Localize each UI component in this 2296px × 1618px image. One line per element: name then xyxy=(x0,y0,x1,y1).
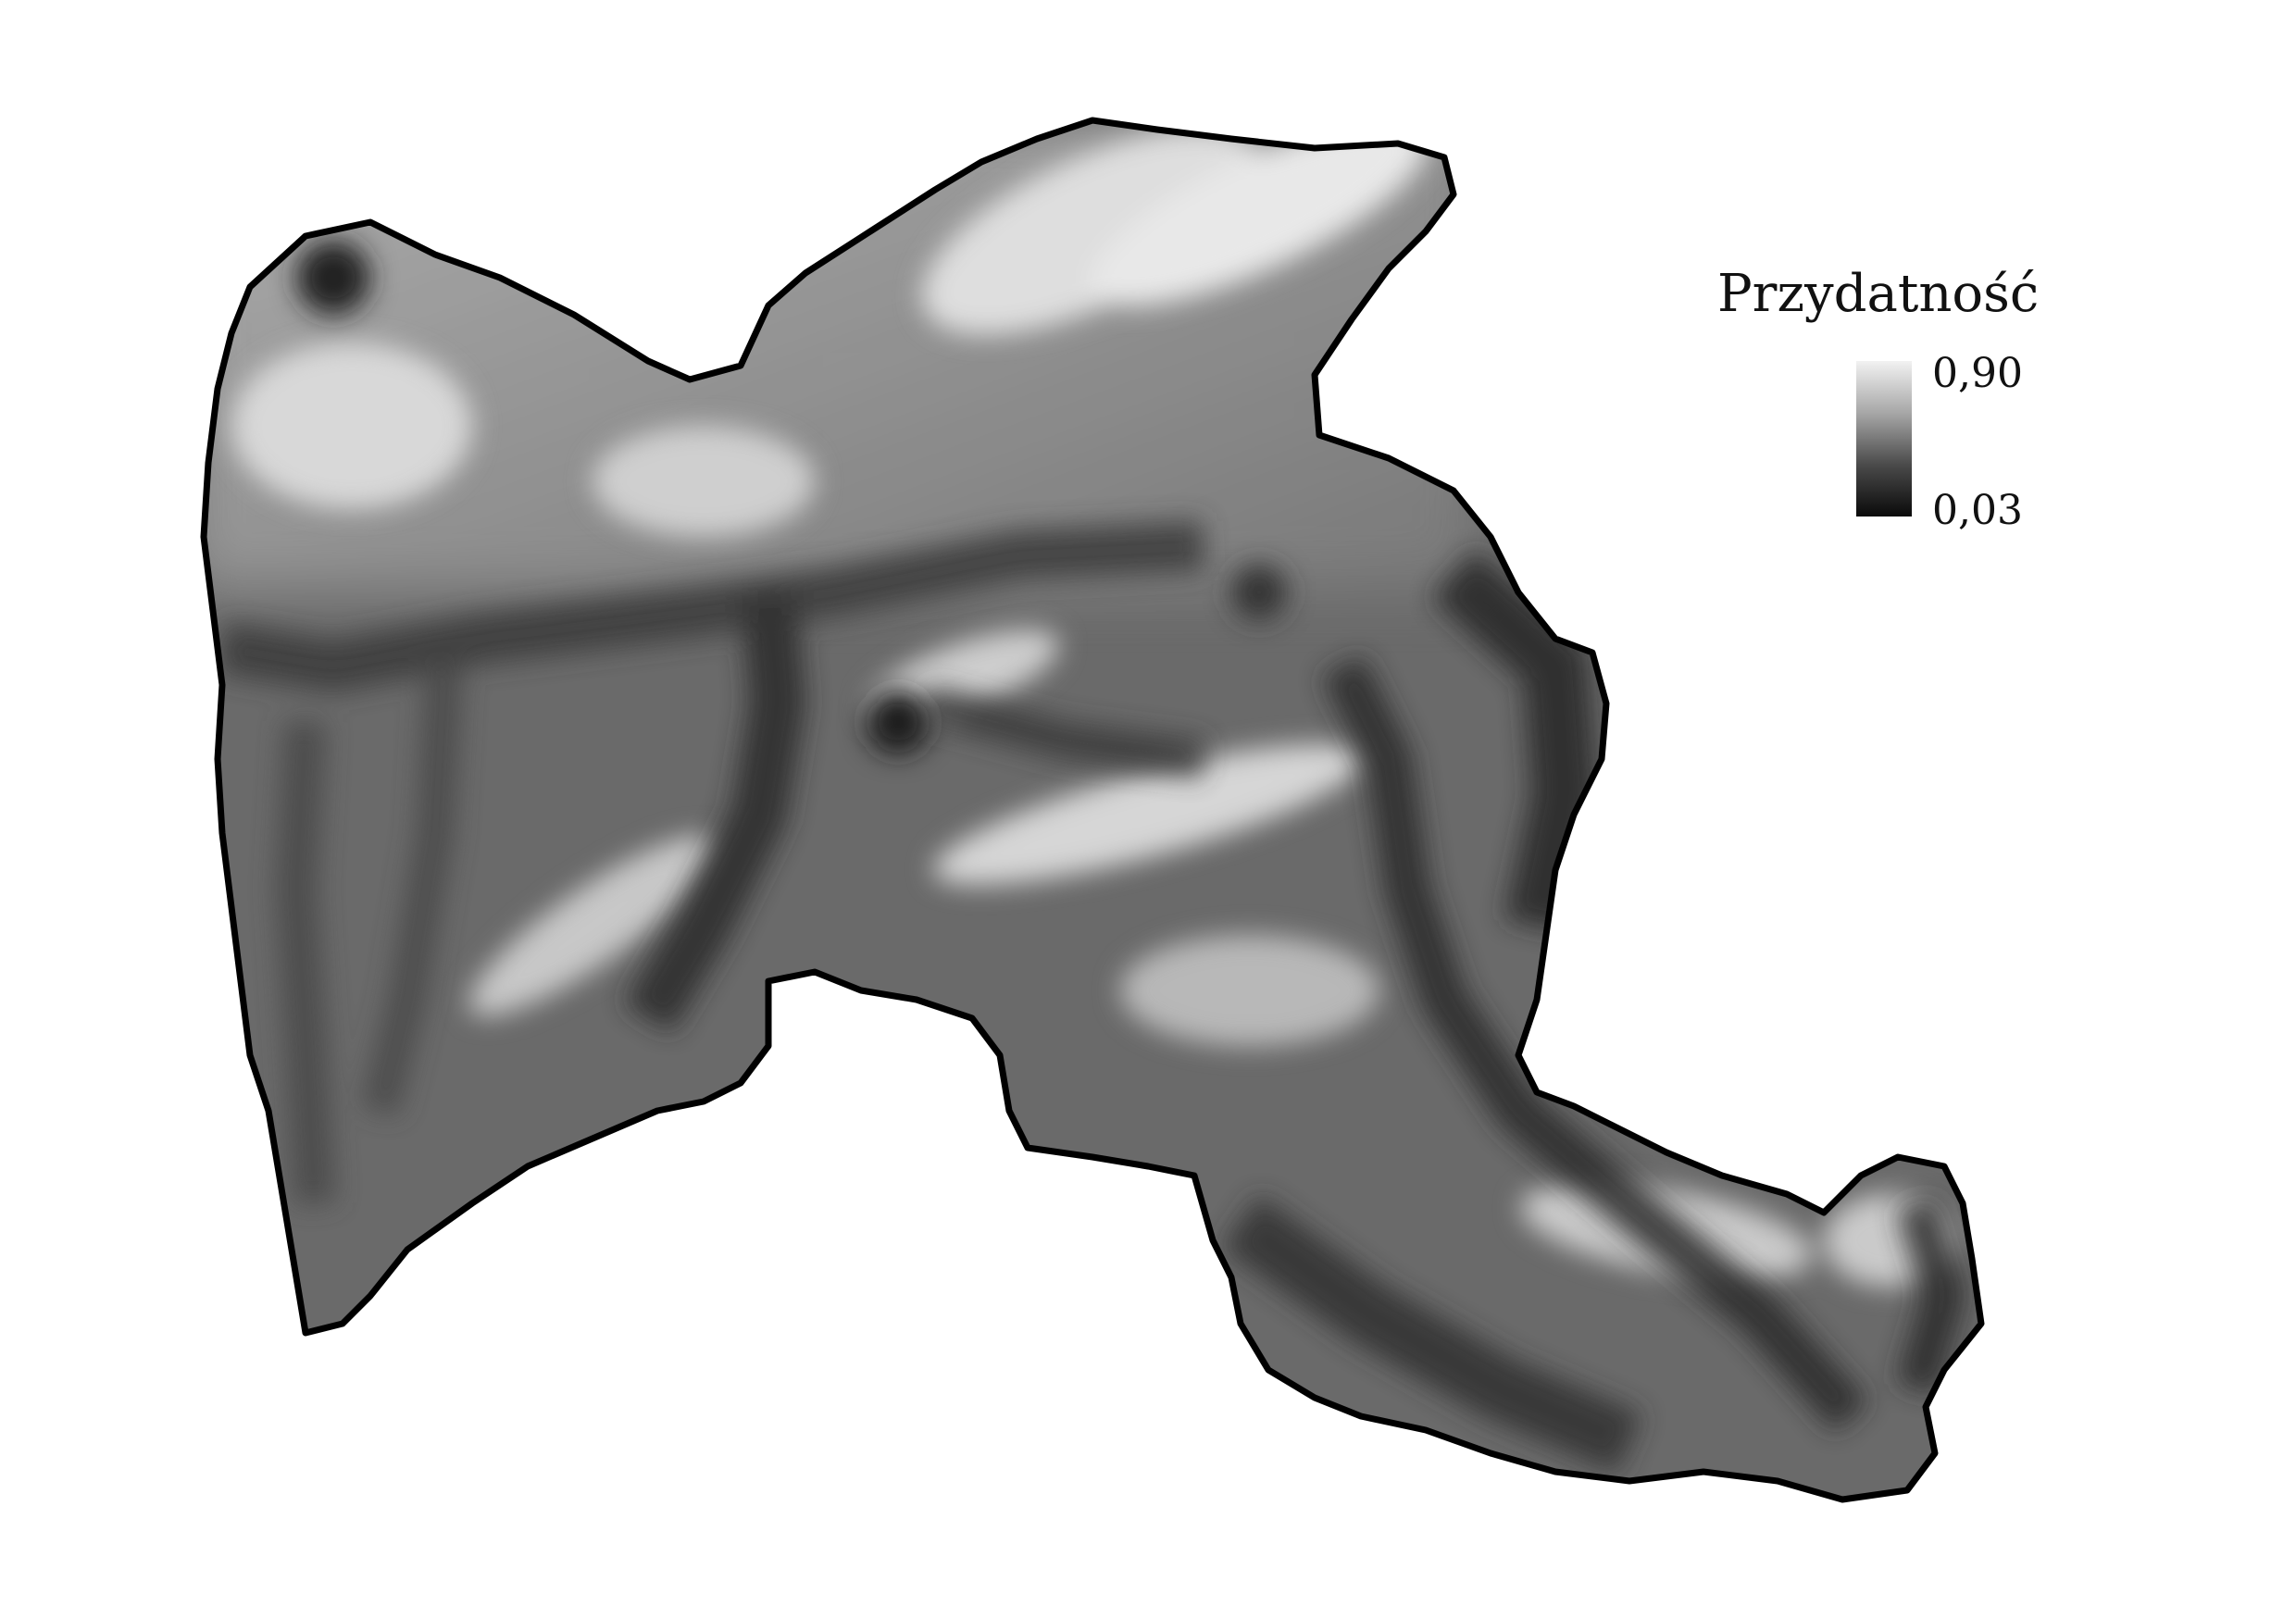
region-outline xyxy=(200,117,1985,1503)
legend-color-ramp xyxy=(1856,361,1912,517)
legend-title: Przydatność xyxy=(1717,264,2040,324)
legend-min-label: 0,03 xyxy=(1932,487,2023,534)
map-legend: Przydatność 0,90 0,03 xyxy=(1717,268,2069,546)
legend-max-label: 0,90 xyxy=(1932,350,2023,397)
